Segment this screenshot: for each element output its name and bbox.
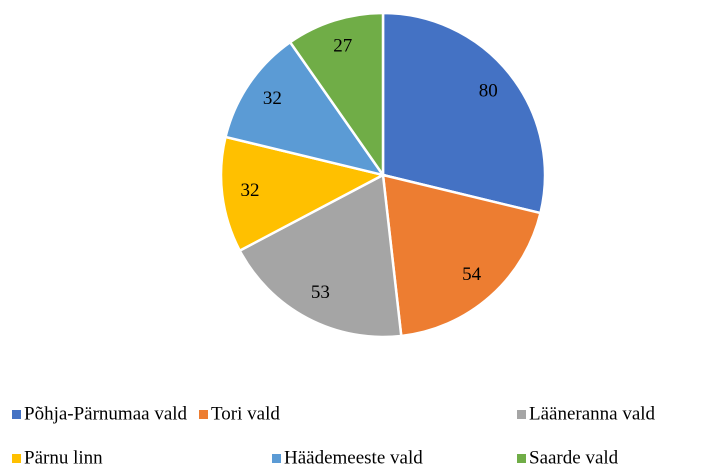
data-label: 54: [462, 264, 482, 285]
legend-label: Pärnu linn: [24, 447, 103, 468]
legend-marker: [199, 410, 208, 419]
legend-label: Lääneranna vald: [529, 403, 656, 424]
pie-slice: [381, 173, 542, 338]
pie-slice: [381, 11, 547, 215]
legend-marker: [12, 454, 21, 463]
legend-marker: [517, 410, 526, 419]
legend-label: Tori vald: [211, 403, 280, 424]
legend-marker: [517, 454, 526, 463]
pie-slice: [224, 40, 386, 177]
data-label: 53: [311, 282, 330, 303]
data-label: 32: [241, 180, 260, 201]
legend-label: Häädemeeste vald: [284, 447, 423, 468]
legend-marker: [12, 410, 21, 419]
legend-marker: [272, 454, 281, 463]
legend-label: Põhja-Pärnumaa vald: [24, 403, 188, 424]
data-label: 80: [479, 80, 498, 101]
pie-slice: [288, 11, 385, 179]
data-label: 32: [263, 88, 282, 109]
legend-label: Saarde vald: [529, 447, 619, 468]
data-label: 27: [333, 36, 352, 57]
pie-slice: [238, 173, 403, 339]
